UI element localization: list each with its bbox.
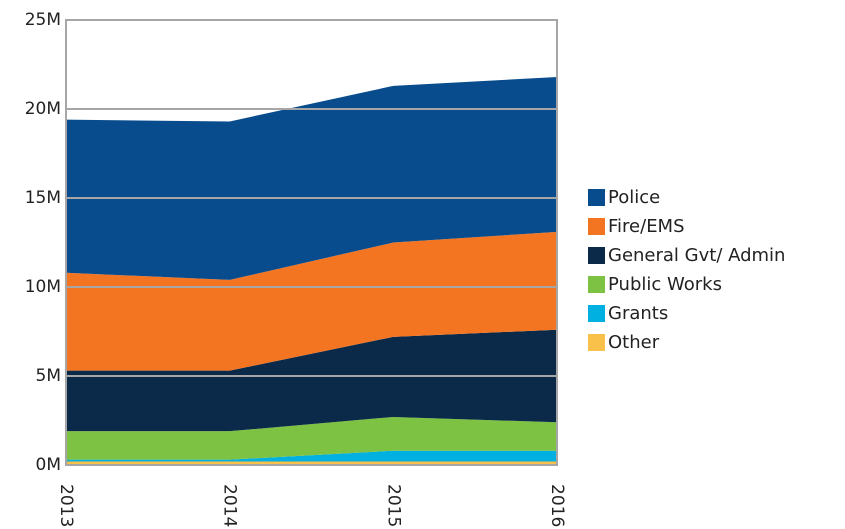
area-series-2	[66, 416, 557, 460]
plot-frame	[65, 19, 558, 466]
legend-label: Fire/EMS	[608, 216, 685, 237]
y-tick-label: 25M	[25, 10, 61, 30]
y-tick-label: 0M	[36, 455, 61, 475]
x-tick-label: 2013	[56, 484, 76, 527]
y-tick-label: 20M	[25, 99, 61, 119]
legend-swatch	[588, 189, 605, 206]
legend-label: Grants	[608, 303, 669, 324]
area-series-1	[66, 450, 557, 462]
legend-label: Other	[608, 332, 660, 353]
area-series-3	[66, 329, 557, 432]
gridlines	[66, 108, 557, 377]
legend-swatch	[588, 305, 605, 322]
legend: Police Fire/EMS General Gvt/ Admin Public W…	[588, 183, 785, 357]
stacked-areas	[66, 76, 557, 465]
x-axis-ticks: 2013 2014 2015 2016	[56, 484, 567, 527]
legend-swatch	[588, 218, 605, 235]
x-tick-label: 2016	[547, 484, 567, 527]
legend-label: Police	[608, 187, 661, 208]
legend-item: General Gvt/ Admin	[588, 241, 785, 270]
y-axis-ticks: 0M 5M 10M 15M 20M 25M	[25, 10, 61, 475]
legend-swatch	[588, 276, 605, 293]
legend-swatch	[588, 247, 605, 264]
x-tick-label: 2014	[220, 484, 240, 527]
y-tick-label: 5M	[36, 366, 61, 386]
area-series-4	[66, 231, 557, 371]
area-series-5	[66, 76, 557, 280]
legend-item: Public Works	[588, 270, 785, 299]
legend-swatch	[588, 334, 605, 351]
legend-item: Fire/EMS	[588, 212, 785, 241]
legend-item: Other	[588, 328, 785, 357]
legend-label: General Gvt/ Admin	[608, 245, 786, 266]
x-tick-label: 2015	[383, 484, 403, 527]
y-tick-label: 10M	[25, 277, 61, 297]
y-tick-label: 15M	[25, 188, 61, 208]
legend-label: Public Works	[608, 274, 722, 295]
legend-item: Grants	[588, 299, 785, 328]
legend-item: Police	[588, 183, 785, 212]
